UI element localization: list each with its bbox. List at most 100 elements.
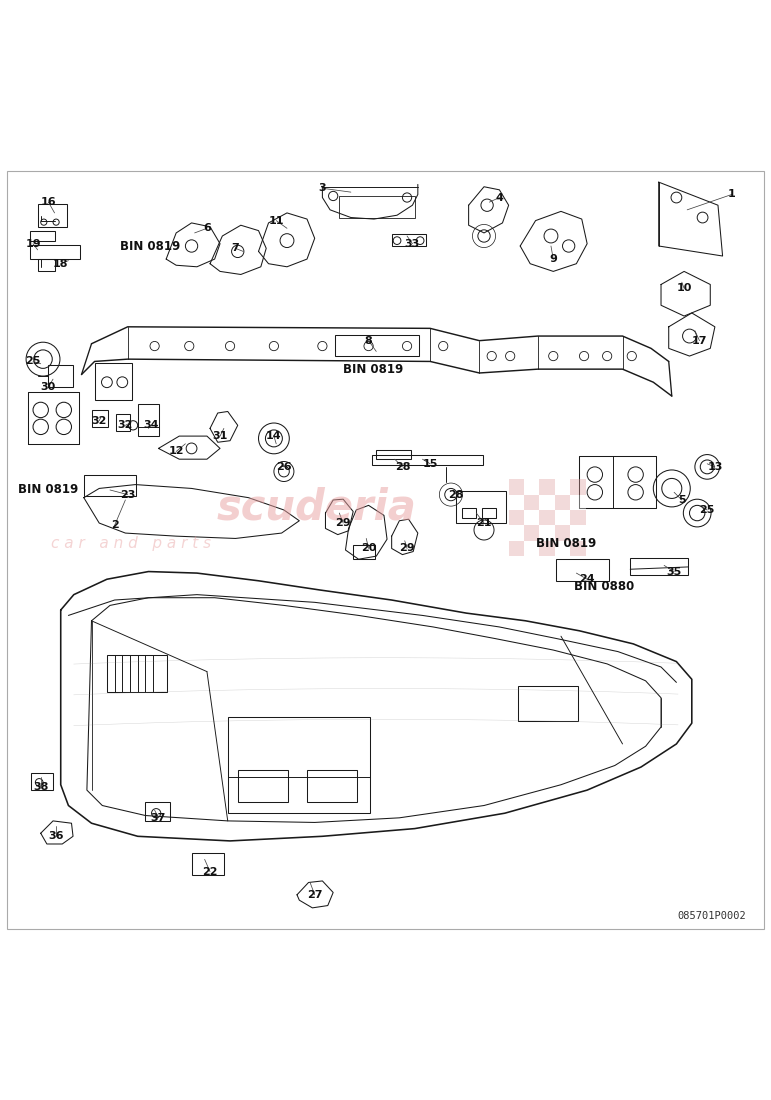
Bar <box>540 526 555 541</box>
Text: 28: 28 <box>449 490 464 499</box>
Text: 29: 29 <box>399 543 415 553</box>
Text: BIN 0880: BIN 0880 <box>574 581 635 593</box>
Bar <box>30 231 55 241</box>
Text: 35: 35 <box>666 566 682 576</box>
Bar <box>524 510 540 526</box>
Text: 23: 23 <box>120 490 136 499</box>
Text: 34: 34 <box>143 420 159 430</box>
Text: 12: 12 <box>168 447 184 456</box>
Bar <box>540 495 555 510</box>
Text: 37: 37 <box>151 813 167 823</box>
Text: 5: 5 <box>678 495 685 505</box>
Bar <box>524 526 540 541</box>
Bar <box>571 495 586 510</box>
Text: 19: 19 <box>25 239 41 249</box>
Text: 26: 26 <box>276 462 291 472</box>
Text: BIN 0819: BIN 0819 <box>343 363 403 375</box>
Text: 33: 33 <box>405 239 420 249</box>
Bar <box>509 526 524 541</box>
Bar <box>392 233 426 246</box>
Text: 27: 27 <box>307 890 322 900</box>
Text: 18: 18 <box>53 258 69 268</box>
Bar <box>38 204 67 227</box>
Text: 10: 10 <box>676 284 692 294</box>
Bar <box>49 365 73 387</box>
Bar <box>376 450 411 459</box>
Text: BIN 0819: BIN 0819 <box>536 537 596 550</box>
Bar <box>555 526 571 541</box>
Bar <box>524 495 540 510</box>
Text: 4: 4 <box>496 192 503 202</box>
Bar <box>146 802 170 821</box>
Bar <box>555 480 571 495</box>
Bar <box>191 854 224 874</box>
Text: BIN 0819: BIN 0819 <box>120 240 180 253</box>
Bar <box>509 510 524 526</box>
Text: 29: 29 <box>335 518 351 528</box>
Text: 28: 28 <box>395 462 410 472</box>
Text: 32: 32 <box>118 420 133 430</box>
Text: 36: 36 <box>49 832 64 842</box>
Text: 20: 20 <box>361 543 376 553</box>
Text: 9: 9 <box>550 254 557 264</box>
Bar <box>372 454 483 465</box>
Text: 22: 22 <box>202 867 217 877</box>
Bar <box>509 541 524 557</box>
Bar <box>116 414 130 431</box>
Bar <box>482 508 496 518</box>
Text: 31: 31 <box>212 431 227 441</box>
Text: 21: 21 <box>476 518 492 528</box>
Bar <box>335 334 419 356</box>
Bar <box>307 770 357 802</box>
Bar <box>32 773 53 790</box>
Bar <box>339 196 415 218</box>
Bar <box>138 404 160 436</box>
Bar <box>227 717 370 813</box>
Bar <box>555 541 571 557</box>
Bar <box>518 686 578 720</box>
Text: 11: 11 <box>268 216 284 225</box>
Bar <box>524 541 540 557</box>
Bar <box>571 480 586 495</box>
Text: 1: 1 <box>728 189 736 199</box>
Text: 7: 7 <box>231 243 239 253</box>
Bar <box>107 656 167 692</box>
Text: 25: 25 <box>25 356 41 366</box>
Text: 2: 2 <box>111 520 119 530</box>
Text: BIN 0819: BIN 0819 <box>18 484 78 496</box>
Text: scuderia: scuderia <box>216 486 416 529</box>
Text: 16: 16 <box>41 197 56 207</box>
Bar <box>38 260 55 272</box>
Bar <box>509 495 524 510</box>
Bar <box>540 480 555 495</box>
Bar <box>353 546 375 559</box>
Bar <box>540 541 555 557</box>
Bar <box>463 508 476 518</box>
Bar <box>555 495 571 510</box>
Text: 25: 25 <box>699 505 715 515</box>
Bar <box>456 491 507 524</box>
Bar <box>571 526 586 541</box>
Bar <box>524 480 540 495</box>
Text: 32: 32 <box>92 416 107 426</box>
Bar <box>30 245 80 260</box>
Bar <box>571 510 586 526</box>
Bar <box>95 363 132 400</box>
Bar <box>509 480 524 495</box>
Bar <box>557 559 608 581</box>
Text: 8: 8 <box>365 336 372 345</box>
Bar <box>571 541 586 557</box>
Text: c a r   a n d   p a r t s: c a r a n d p a r t s <box>51 537 210 551</box>
Bar <box>555 510 571 526</box>
Text: 17: 17 <box>692 336 707 345</box>
Bar <box>84 474 136 496</box>
Text: 24: 24 <box>579 574 595 584</box>
Text: 13: 13 <box>707 462 722 472</box>
Text: 38: 38 <box>33 782 49 792</box>
Text: 30: 30 <box>41 382 56 392</box>
Bar <box>237 770 288 802</box>
Text: 15: 15 <box>423 459 438 469</box>
Bar <box>92 410 109 427</box>
Text: 3: 3 <box>318 184 326 194</box>
Text: 6: 6 <box>203 223 211 233</box>
